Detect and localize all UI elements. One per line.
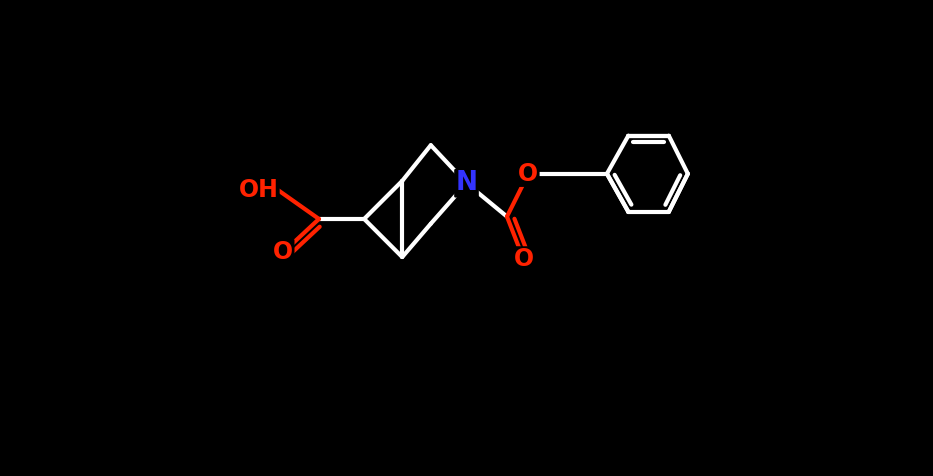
Text: O: O bbox=[273, 240, 293, 264]
Text: O: O bbox=[519, 162, 538, 186]
Text: O: O bbox=[513, 248, 534, 271]
Text: N: N bbox=[455, 170, 478, 196]
Text: OH: OH bbox=[239, 178, 278, 202]
